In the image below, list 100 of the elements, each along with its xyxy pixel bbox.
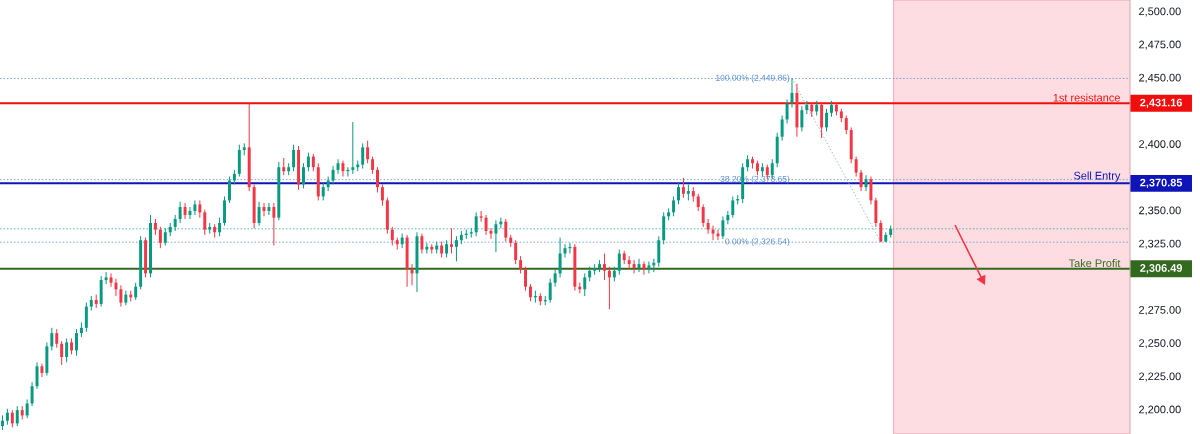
candlestick [548, 278, 552, 304]
candlestick [454, 235, 458, 262]
candlestick [40, 363, 44, 378]
candlestick [119, 284, 123, 308]
candlestick [711, 225, 715, 241]
candlestick [474, 211, 478, 237]
y-tick-label: 2,250.00 [1139, 339, 1181, 349]
candlestick [800, 105, 804, 132]
candlestick [84, 302, 88, 333]
candlestick [114, 278, 118, 297]
candlestick [60, 340, 64, 366]
candlestick [203, 209, 207, 236]
candlestick [672, 195, 676, 217]
y-tick-label: 2,200.00 [1139, 405, 1181, 415]
text: 2,370.85 [1140, 178, 1183, 189]
text: 2,306.49 [1140, 264, 1183, 274]
text: 2,431.16 [1140, 98, 1183, 108]
candlestick [109, 272, 113, 288]
candlestick [361, 142, 365, 170]
candlestick [302, 162, 305, 189]
candlestick [30, 381, 34, 407]
candlestick [326, 176, 330, 192]
candlestick [376, 166, 379, 193]
candlestick [257, 201, 261, 227]
candlestick [859, 169, 863, 192]
candlestick [785, 99, 789, 124]
candlestick [731, 195, 735, 219]
y-tick-label: 2,225.00 [1139, 372, 1181, 382]
candlestick [524, 266, 528, 292]
candlestick [158, 226, 162, 249]
candlestick [366, 140, 370, 164]
candlestick [607, 266, 611, 310]
candlestick [494, 219, 498, 253]
candlestick [292, 144, 296, 172]
candlestick [450, 227, 453, 254]
candlestick [223, 195, 226, 227]
y-tick-label: 2,400.00 [1139, 140, 1181, 150]
ref-line-label: Take Profit [1068, 259, 1121, 268]
candlestick [55, 328, 59, 349]
ref-line-label: 0.00% (2,326.54) [725, 238, 790, 247]
candlestick [183, 202, 187, 220]
candlestick [681, 177, 685, 199]
candlestick [237, 144, 241, 178]
candlestick [99, 275, 103, 308]
candlestick [553, 268, 557, 288]
candlestick [178, 201, 182, 224]
y-tick-label: 2,350.00 [1139, 206, 1181, 216]
ref-line-label: 100.00% (2,449.86) [716, 74, 790, 83]
y-tick-label: 2,475.00 [1139, 40, 1181, 50]
candlestick [583, 272, 587, 297]
candlestick [306, 152, 310, 172]
candlestick [647, 260, 651, 274]
candlestick [662, 211, 666, 245]
candlestick [227, 176, 231, 204]
candlestick [479, 210, 483, 223]
candlestick [657, 235, 661, 268]
candlestick [390, 226, 394, 247]
candlestick [341, 160, 345, 178]
candlestick [514, 239, 518, 265]
candlestick [780, 114, 784, 142]
ref-line-label: 1st resistance [1053, 93, 1120, 102]
candlestick [267, 202, 271, 216]
candlestick [603, 253, 606, 281]
candlestick [642, 260, 646, 276]
ref-line-label: Sell Entry [1074, 171, 1121, 182]
candlestick [15, 405, 19, 427]
candlestick [825, 108, 829, 132]
y-tick-label: 2,275.00 [1139, 306, 1181, 316]
candlestick [193, 199, 197, 216]
candlestick [869, 176, 873, 205]
candlestick [331, 165, 335, 185]
candlestick [721, 215, 725, 240]
candlestick [218, 217, 222, 237]
candlestick [50, 327, 54, 351]
candlestick [504, 218, 508, 243]
candlestick [820, 101, 824, 139]
y-tick-label: 2,450.00 [1139, 73, 1181, 83]
candlestick [65, 337, 69, 363]
candlestick [420, 233, 424, 254]
candlestick [844, 114, 848, 135]
y-tick-label: 2,500.00 [1139, 7, 1181, 17]
candlestick [617, 249, 621, 276]
candlestick [272, 202, 276, 247]
candlestick [25, 398, 29, 419]
candlestick [104, 271, 108, 285]
candlestick [75, 328, 78, 357]
candlestick [637, 258, 641, 273]
candlestick [380, 183, 384, 207]
candlestick [701, 203, 705, 228]
candlestick [632, 259, 636, 274]
candlestick [677, 182, 680, 205]
candlestick [558, 237, 562, 278]
candlestick [484, 214, 488, 236]
y-tick-label: 2,325.00 [1139, 239, 1181, 249]
candlestick [706, 218, 710, 235]
candlestick [198, 199, 202, 219]
candlestick [410, 263, 414, 286]
candlestick [351, 121, 355, 175]
candlestick [874, 197, 878, 228]
candlestick [854, 156, 858, 178]
